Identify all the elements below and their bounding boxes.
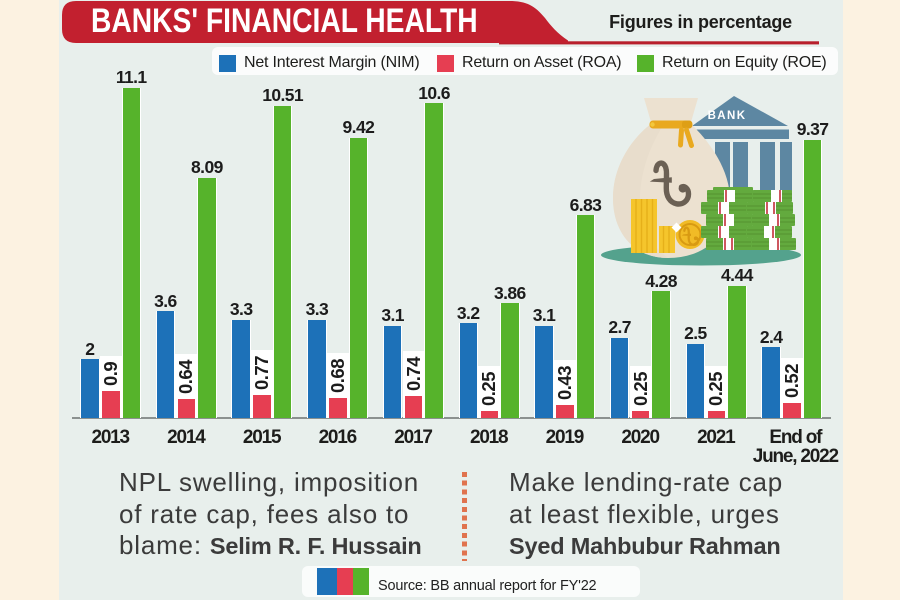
- svg-text:BANK: BANK: [708, 110, 747, 122]
